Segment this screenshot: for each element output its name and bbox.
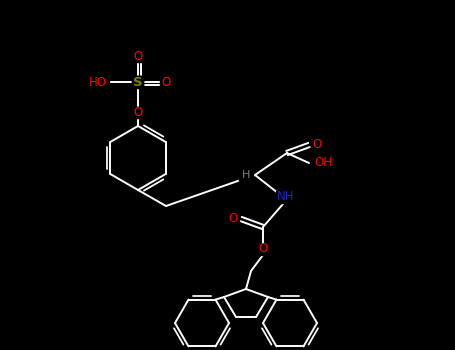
Text: O: O xyxy=(133,105,142,119)
Text: H: H xyxy=(242,170,250,180)
Text: OH: OH xyxy=(314,156,332,169)
Bar xyxy=(87,77,109,88)
Text: HO: HO xyxy=(89,76,107,89)
Text: S: S xyxy=(133,76,143,89)
Bar xyxy=(257,244,269,254)
Bar xyxy=(227,214,239,224)
Bar xyxy=(312,158,334,168)
Bar xyxy=(133,76,143,88)
Text: O: O xyxy=(228,212,238,225)
Text: NH: NH xyxy=(277,190,295,203)
Bar xyxy=(311,140,323,150)
Text: O: O xyxy=(133,50,142,63)
Bar xyxy=(160,77,172,87)
Text: O: O xyxy=(162,76,171,89)
Text: O: O xyxy=(258,243,268,256)
Bar xyxy=(239,169,253,181)
Bar xyxy=(132,106,144,118)
Text: O: O xyxy=(313,139,322,152)
Bar xyxy=(276,191,296,203)
Bar xyxy=(132,52,144,62)
